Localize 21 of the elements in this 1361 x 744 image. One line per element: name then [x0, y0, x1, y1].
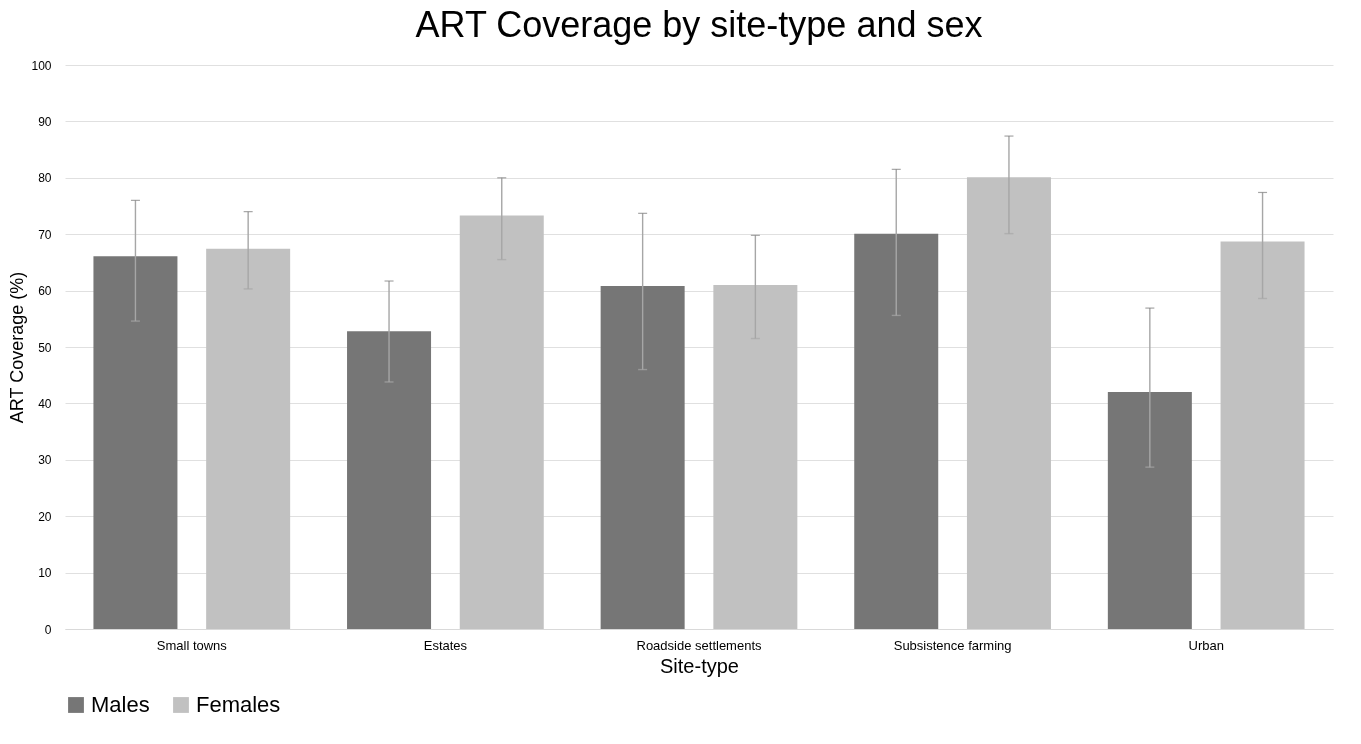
y-tick-label: 20: [38, 509, 52, 524]
y-tick-label: 10: [38, 566, 52, 581]
x-tick-label: Urban: [1188, 637, 1224, 653]
y-tick-label: 90: [38, 114, 52, 129]
y-tick-label: 100: [31, 58, 52, 73]
y-tick-label: 40: [38, 396, 52, 411]
y-tick-label: 0: [44, 622, 52, 637]
x-tick-label: Roadside settlements: [636, 637, 762, 653]
x-axis-title: Site-type: [660, 654, 739, 677]
legend-label: Males: [91, 692, 150, 717]
y-tick-label: 50: [38, 340, 52, 355]
y-tick-label: 80: [38, 171, 52, 186]
x-tick-label: Subsistence farming: [893, 637, 1012, 653]
y-tick-label: 30: [38, 453, 52, 468]
chart-title: ART Coverage by site-type and sex: [415, 4, 983, 45]
x-tick-label: Small towns: [156, 637, 228, 653]
y-tick-label: 60: [38, 284, 52, 299]
y-tick-label: 70: [38, 227, 52, 242]
y-axis-title: ART Coverage (%): [7, 271, 28, 424]
x-tick-label: Estates: [423, 637, 468, 653]
legend-label: Females: [196, 692, 281, 717]
